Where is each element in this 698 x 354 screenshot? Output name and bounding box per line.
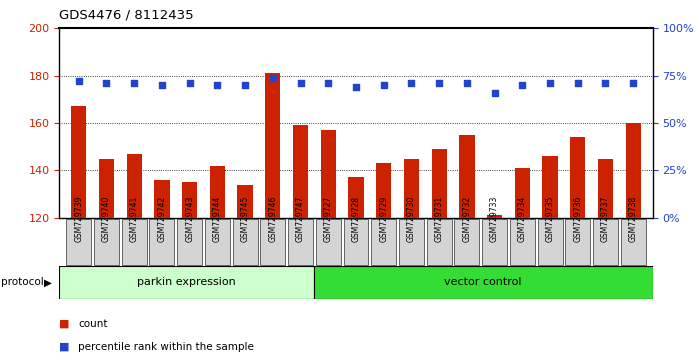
Text: GSM729741: GSM729741 [130, 195, 139, 241]
FancyBboxPatch shape [454, 219, 480, 264]
Text: GSM729733: GSM729733 [490, 195, 499, 241]
Bar [182, 182, 198, 354]
FancyBboxPatch shape [177, 219, 202, 264]
Bar [514, 168, 530, 354]
Bar [126, 154, 142, 354]
Bar [404, 159, 419, 354]
Bar [71, 107, 87, 354]
Text: GSM729738: GSM729738 [629, 195, 638, 241]
FancyBboxPatch shape [593, 219, 618, 264]
FancyBboxPatch shape [205, 219, 230, 264]
Point [378, 82, 389, 88]
Text: GSM729737: GSM729737 [601, 195, 610, 241]
Text: GSM729728: GSM729728 [352, 195, 360, 241]
Text: count: count [78, 319, 107, 329]
FancyBboxPatch shape [343, 219, 369, 264]
FancyBboxPatch shape [371, 219, 396, 264]
FancyBboxPatch shape [621, 219, 646, 264]
Bar [293, 125, 308, 354]
FancyBboxPatch shape [232, 219, 258, 264]
Text: GSM729735: GSM729735 [546, 195, 554, 241]
Point [600, 80, 611, 86]
Point [544, 80, 556, 86]
Bar [625, 123, 641, 354]
Bar [265, 73, 281, 354]
Point [433, 80, 445, 86]
Text: GSM729731: GSM729731 [435, 195, 444, 241]
FancyBboxPatch shape [482, 219, 507, 264]
Bar [570, 137, 586, 354]
Text: ■: ■ [59, 342, 70, 352]
Point [101, 80, 112, 86]
Text: GSM729740: GSM729740 [102, 195, 111, 241]
FancyBboxPatch shape [510, 219, 535, 264]
Text: parkin expression: parkin expression [137, 277, 236, 287]
Text: GSM729729: GSM729729 [379, 195, 388, 241]
FancyBboxPatch shape [59, 266, 313, 299]
Bar [320, 130, 336, 354]
Point [184, 80, 195, 86]
Bar [431, 149, 447, 354]
FancyBboxPatch shape [426, 219, 452, 264]
Bar [99, 159, 114, 354]
Point [489, 90, 500, 96]
Text: ■: ■ [59, 319, 70, 329]
FancyBboxPatch shape [565, 219, 591, 264]
Point [628, 80, 639, 86]
Text: GSM729743: GSM729743 [185, 195, 194, 241]
Text: GSM729746: GSM729746 [268, 195, 277, 241]
Text: protocol: protocol [1, 277, 44, 287]
Bar [459, 135, 475, 354]
Bar [376, 163, 392, 354]
Bar [598, 159, 613, 354]
Text: GSM729732: GSM729732 [462, 195, 471, 241]
FancyBboxPatch shape [121, 219, 147, 264]
Text: vector control: vector control [445, 277, 522, 287]
Point [517, 82, 528, 88]
FancyBboxPatch shape [537, 219, 563, 264]
Text: GSM729727: GSM729727 [324, 195, 333, 241]
Bar [348, 177, 364, 354]
Text: GSM729745: GSM729745 [241, 195, 250, 241]
Point [128, 80, 140, 86]
FancyBboxPatch shape [94, 219, 119, 264]
Text: GSM729730: GSM729730 [407, 195, 416, 241]
Bar [209, 166, 225, 354]
Text: GSM729736: GSM729736 [573, 195, 582, 241]
Point [295, 80, 306, 86]
Text: GDS4476 / 8112435: GDS4476 / 8112435 [59, 9, 194, 22]
Text: GSM729739: GSM729739 [74, 195, 83, 241]
Point [461, 80, 473, 86]
Point [211, 82, 223, 88]
Bar [237, 184, 253, 354]
FancyBboxPatch shape [313, 266, 653, 299]
Point [322, 80, 334, 86]
Point [572, 80, 584, 86]
Bar [154, 180, 170, 354]
Text: ▶: ▶ [44, 277, 52, 287]
FancyBboxPatch shape [315, 219, 341, 264]
FancyBboxPatch shape [399, 219, 424, 264]
Point [73, 79, 84, 84]
Bar [542, 156, 558, 354]
Point [406, 80, 417, 86]
FancyBboxPatch shape [288, 219, 313, 264]
Text: GSM729744: GSM729744 [213, 195, 222, 241]
Text: GSM729742: GSM729742 [158, 195, 166, 241]
Bar [487, 215, 503, 354]
Point [156, 82, 168, 88]
FancyBboxPatch shape [260, 219, 285, 264]
Point [239, 82, 251, 88]
FancyBboxPatch shape [66, 219, 91, 264]
FancyBboxPatch shape [149, 219, 174, 264]
Text: percentile rank within the sample: percentile rank within the sample [78, 342, 254, 352]
Text: GSM729747: GSM729747 [296, 195, 305, 241]
Text: GSM729734: GSM729734 [518, 195, 527, 241]
Point [350, 84, 362, 90]
Point [267, 75, 279, 80]
